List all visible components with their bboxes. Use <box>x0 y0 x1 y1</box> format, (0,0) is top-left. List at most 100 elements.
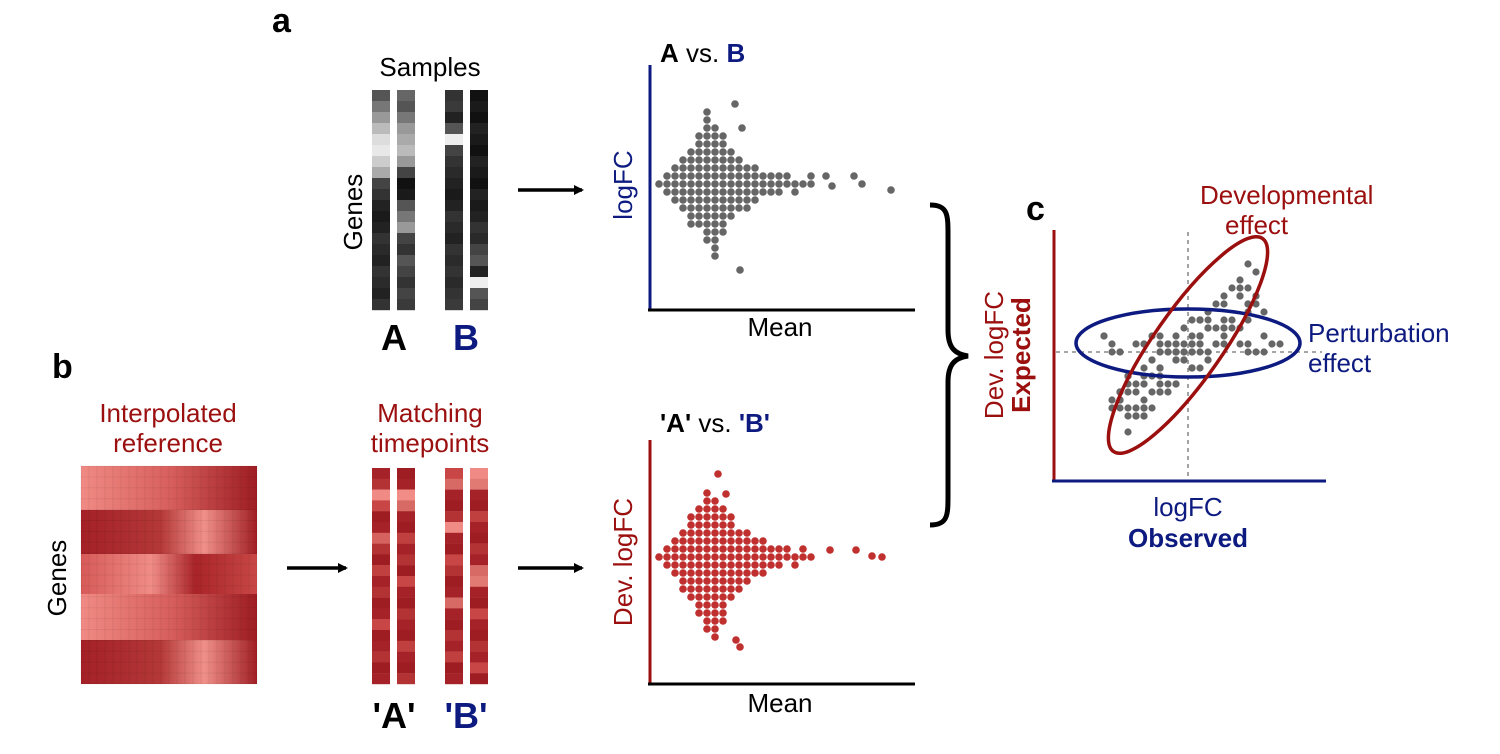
data-point <box>735 529 743 537</box>
data-point <box>695 196 703 204</box>
data-point <box>735 553 743 561</box>
data-point <box>671 164 679 172</box>
data-point <box>703 505 711 513</box>
data-point <box>822 172 830 180</box>
data-point <box>759 569 767 577</box>
data-point <box>1252 348 1260 356</box>
data-point <box>735 196 743 204</box>
data-point <box>695 132 703 140</box>
sample-column <box>470 90 488 311</box>
data-point <box>1196 348 1204 356</box>
data-point <box>687 529 695 537</box>
data-point <box>719 553 727 561</box>
data-point <box>695 212 703 220</box>
data-point <box>687 521 695 529</box>
data-point <box>727 521 735 529</box>
matching-title-line2: timepoints <box>371 428 490 458</box>
data-point <box>727 577 735 585</box>
data-point <box>671 188 679 196</box>
data-point <box>711 132 719 140</box>
data-point <box>727 553 735 561</box>
data-point <box>1212 300 1220 308</box>
data-point <box>1228 316 1236 324</box>
data-point <box>679 164 687 172</box>
data-point <box>807 172 815 180</box>
data-point <box>679 545 687 553</box>
data-point <box>1164 380 1172 388</box>
data-point <box>719 505 727 513</box>
data-point <box>695 553 703 561</box>
developmental-effect-line1: Developmental <box>1200 180 1373 210</box>
plot-b-ylabel: Dev. logFC <box>608 498 638 626</box>
data-point <box>1220 292 1228 300</box>
data-point <box>735 180 743 188</box>
data-point <box>727 148 735 156</box>
data-point <box>687 180 695 188</box>
plot-a-points <box>655 100 895 274</box>
data-point <box>711 633 719 641</box>
data-point <box>1132 340 1140 348</box>
data-point <box>703 601 711 609</box>
data-point <box>767 188 775 196</box>
data-point <box>703 569 711 577</box>
data-point <box>703 108 711 116</box>
data-point <box>703 497 711 505</box>
data-point <box>775 545 783 553</box>
data-point <box>703 116 711 124</box>
data-point <box>759 561 767 569</box>
data-point <box>1172 332 1180 340</box>
data-point <box>703 537 711 545</box>
samples-title: Samples <box>379 52 480 82</box>
data-point <box>767 172 775 180</box>
data-point <box>711 529 719 537</box>
data-point <box>711 617 719 625</box>
data-point <box>1260 332 1268 340</box>
data-point <box>663 545 671 553</box>
data-point <box>719 593 727 601</box>
data-point <box>1236 276 1244 284</box>
data-point <box>687 577 695 585</box>
data-point <box>1108 348 1116 356</box>
data-point <box>671 569 679 577</box>
genes-label-a: Genes <box>338 174 368 251</box>
timepoint-column <box>397 468 415 685</box>
data-point <box>711 236 719 244</box>
data-point <box>759 188 767 196</box>
data-point <box>719 601 727 609</box>
data-point <box>736 266 744 274</box>
data-point <box>719 561 727 569</box>
data-point <box>1132 412 1140 420</box>
data-point <box>679 156 687 164</box>
data-point <box>703 553 711 561</box>
data-point <box>703 489 711 497</box>
data-point <box>735 172 743 180</box>
data-point <box>775 188 783 196</box>
data-point <box>695 529 703 537</box>
data-point <box>703 140 711 148</box>
data-point <box>695 505 703 513</box>
perturbation-effect-ellipse <box>1074 307 1302 379</box>
data-point <box>727 537 735 545</box>
data-point <box>775 561 783 569</box>
data-point <box>703 124 711 132</box>
matching-title-line1: Matching <box>377 398 483 428</box>
data-point <box>1228 284 1236 292</box>
data-point <box>711 593 719 601</box>
data-point <box>711 148 719 156</box>
data-point <box>703 577 711 585</box>
data-point <box>1204 316 1212 324</box>
data-point <box>1140 404 1148 412</box>
data-point <box>1100 332 1108 340</box>
data-point <box>751 553 759 561</box>
data-point <box>663 180 671 188</box>
data-point <box>1172 380 1180 388</box>
data-point <box>711 601 719 609</box>
data-point <box>1140 380 1148 388</box>
data-point <box>711 212 719 220</box>
data-point <box>1220 300 1228 308</box>
panel-label-a: a <box>272 2 292 40</box>
data-point <box>1132 380 1140 388</box>
data-point <box>1196 364 1204 372</box>
data-point <box>703 521 711 529</box>
plot-b-title: 'A' vs. 'B' <box>660 408 770 438</box>
